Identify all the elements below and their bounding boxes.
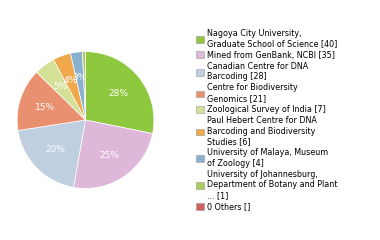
Legend: Nagoya City University,
Graduate School of Science [40], Mined from GenBank, NCB: Nagoya City University, Graduate School … [196,28,338,212]
Text: 4%: 4% [64,76,78,85]
Wedge shape [17,72,85,131]
Wedge shape [82,52,86,120]
Text: 5%: 5% [53,82,67,90]
Text: 3%: 3% [73,73,87,83]
Wedge shape [18,120,86,187]
Wedge shape [86,52,154,133]
Text: 20%: 20% [45,145,65,154]
Wedge shape [54,53,86,120]
Text: 25%: 25% [99,150,119,160]
Wedge shape [73,120,152,188]
Wedge shape [71,52,86,120]
Text: 15%: 15% [35,102,55,112]
Text: 28%: 28% [108,89,128,98]
Wedge shape [36,60,86,120]
